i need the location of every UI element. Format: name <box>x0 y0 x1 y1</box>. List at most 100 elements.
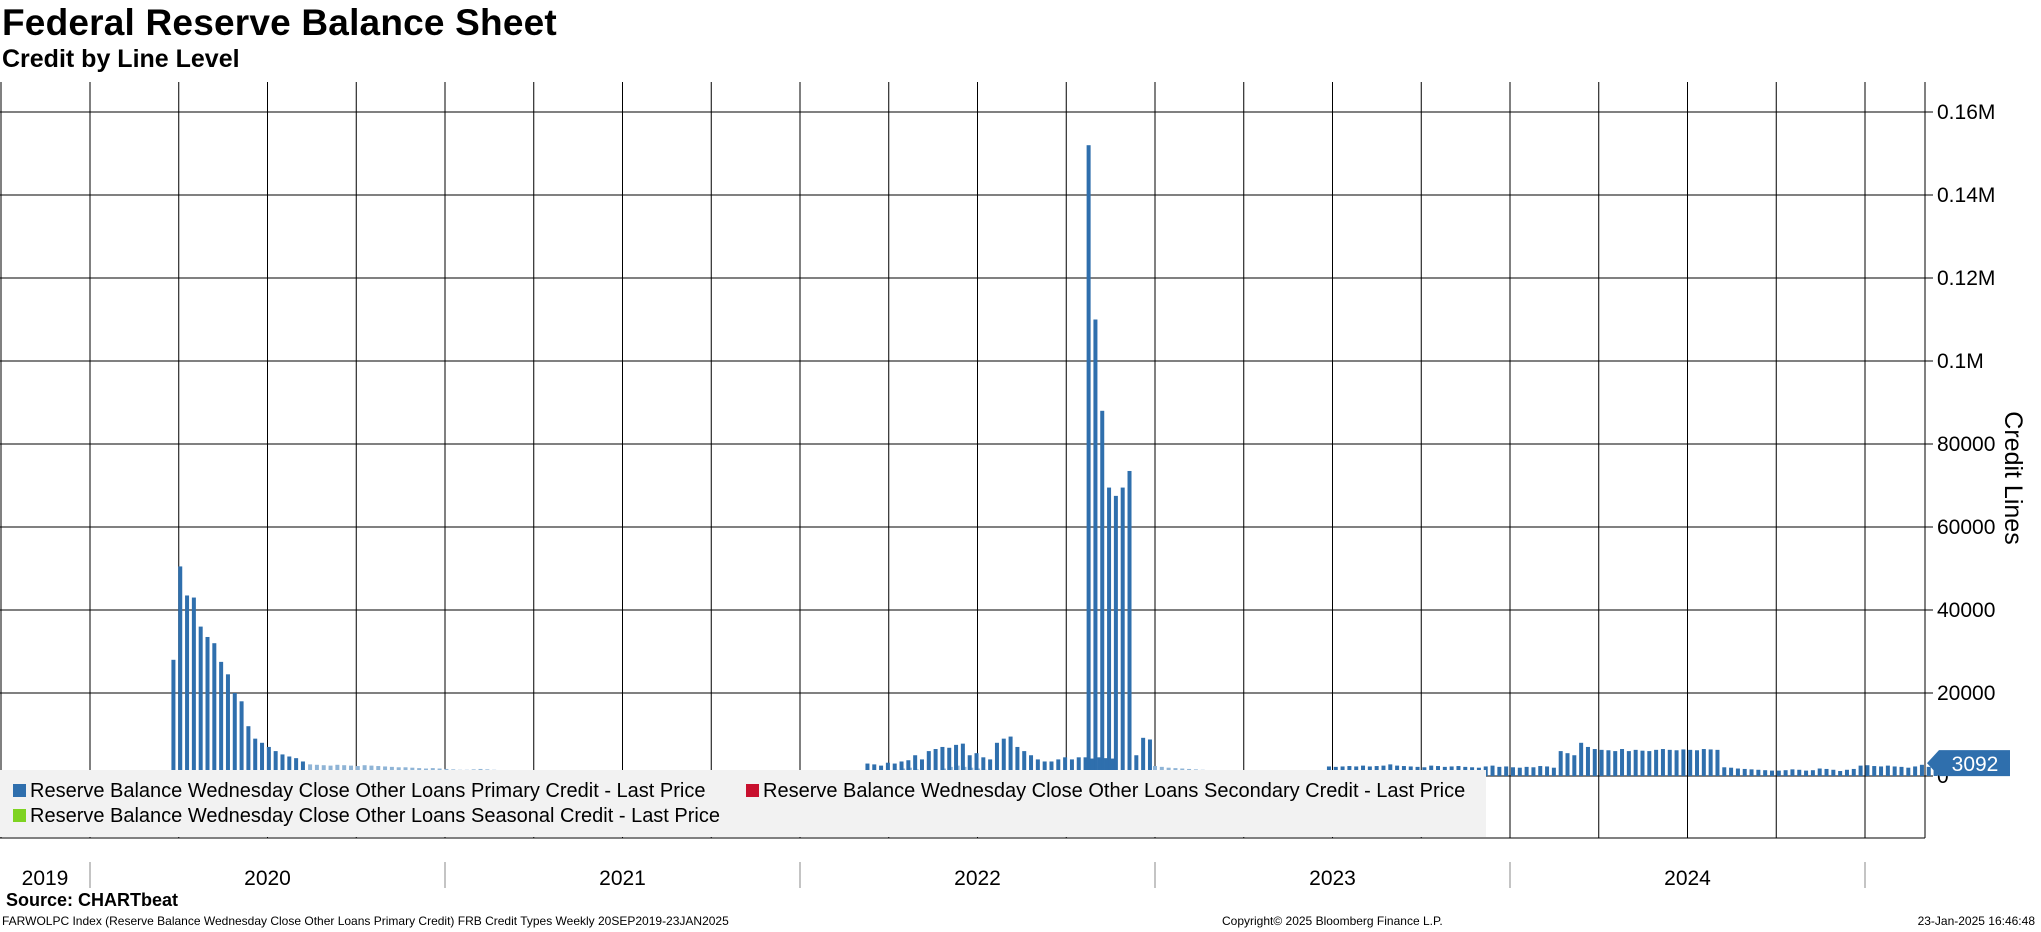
bar <box>1076 757 1081 776</box>
bar <box>266 746 271 776</box>
bar <box>1838 771 1843 776</box>
y-axis-title: Credit Lines <box>1999 411 2027 544</box>
bar <box>913 755 918 776</box>
bar <box>1688 749 1693 776</box>
bar <box>892 763 897 776</box>
legend-label-primary: Reserve Balance Wednesday Close Other Lo… <box>30 780 706 802</box>
bar <box>1613 751 1618 776</box>
bar <box>1063 757 1068 776</box>
bar <box>1120 487 1125 776</box>
y-tick-label: 0.14M <box>1937 184 1995 207</box>
bar <box>1660 749 1665 776</box>
x-tick-label: 2024 <box>1664 867 1711 890</box>
bar <box>1715 749 1720 776</box>
bar <box>960 743 965 776</box>
legend-swatch-seasonal <box>13 809 26 822</box>
bar <box>1701 749 1706 776</box>
bar <box>926 751 931 776</box>
bar <box>1913 766 1918 776</box>
bar <box>1769 770 1774 776</box>
bar <box>1090 758 1095 776</box>
bar <box>232 693 237 776</box>
bar <box>260 742 265 776</box>
legend-item-primary: Reserve Balance Wednesday Close Other Lo… <box>13 780 705 803</box>
bar <box>253 738 258 776</box>
bar <box>1919 764 1924 776</box>
bar <box>1049 761 1054 776</box>
bar <box>885 762 890 776</box>
bar <box>300 761 305 776</box>
bar <box>1497 766 1502 776</box>
bar <box>1015 746 1020 776</box>
bar <box>1592 749 1597 776</box>
bar <box>1083 757 1088 776</box>
bar <box>1824 768 1829 776</box>
index-description: FARWOLPC Index (Reserve Balance Wednesda… <box>2 914 729 928</box>
bar <box>246 726 251 776</box>
y-tick-label: 0 <box>1937 765 1949 788</box>
chart-subtitle: Credit by Line Level <box>2 45 240 73</box>
chart-canvas: 0 20000 40000 60000 80000 0.1M 0.12M 0.14M 0.16M… <box>0 82 2027 890</box>
bar <box>1790 769 1795 776</box>
bar <box>1022 751 1027 776</box>
bar <box>1810 770 1815 776</box>
bar <box>1093 319 1098 776</box>
bar <box>1756 769 1761 776</box>
bar <box>191 597 196 776</box>
bar <box>1776 770 1781 776</box>
bar <box>1069 759 1074 776</box>
bar <box>1599 749 1604 776</box>
bar <box>947 747 952 776</box>
bar <box>1797 769 1802 776</box>
bar <box>1879 766 1884 776</box>
bar <box>1831 769 1836 776</box>
bar <box>1872 766 1877 776</box>
y-tick-label: 0.12M <box>1937 267 1995 290</box>
legend-swatch-primary <box>13 784 26 797</box>
last-value-flag <box>1927 750 2010 777</box>
bar <box>994 742 999 776</box>
bar <box>1517 767 1522 776</box>
bar <box>225 674 230 776</box>
bar <box>1817 768 1822 776</box>
x-tick-label: 2023 <box>1309 867 1356 890</box>
bar <box>1134 755 1139 776</box>
bar <box>1763 770 1768 776</box>
y-tick-label: 0.16M <box>1937 101 1995 124</box>
legend-item-seasonal: Reserve Balance Wednesday Close Other Lo… <box>13 805 720 828</box>
bar <box>1490 765 1495 776</box>
last-value-label: 3092 <box>1952 753 1999 776</box>
bar <box>1783 770 1788 776</box>
bar <box>1844 769 1849 776</box>
bar <box>988 759 993 776</box>
y-tick-label: 80000 <box>1937 433 1995 456</box>
bar <box>954 744 959 776</box>
bar <box>899 761 904 776</box>
legend-label-seasonal: Reserve Balance Wednesday Close Other Lo… <box>30 805 720 827</box>
bar <box>178 566 183 776</box>
bar <box>1104 758 1109 776</box>
bar <box>1735 768 1740 776</box>
bar <box>1742 768 1747 776</box>
bar <box>1035 759 1040 776</box>
x-tick-label: 2019 <box>22 867 69 890</box>
bar <box>1551 767 1556 776</box>
bar <box>974 753 979 776</box>
bar <box>1524 766 1529 776</box>
bar <box>967 755 972 776</box>
bar <box>1722 767 1727 776</box>
bar <box>1708 749 1713 776</box>
bar <box>1858 765 1863 776</box>
bar <box>1538 766 1543 776</box>
y-tick-label: 20000 <box>1937 682 1995 705</box>
bar <box>239 701 244 776</box>
bar <box>1008 736 1013 776</box>
bar <box>1147 739 1152 776</box>
bar <box>1086 145 1091 776</box>
copyright-notice: Copyright© 2025 Bloomberg Finance L.P. <box>1222 914 1443 928</box>
bar <box>1729 767 1734 776</box>
bar <box>294 758 299 776</box>
chart-title: Federal Reserve Balance Sheet <box>2 2 557 43</box>
bar <box>1851 768 1856 776</box>
bar <box>1885 765 1890 776</box>
